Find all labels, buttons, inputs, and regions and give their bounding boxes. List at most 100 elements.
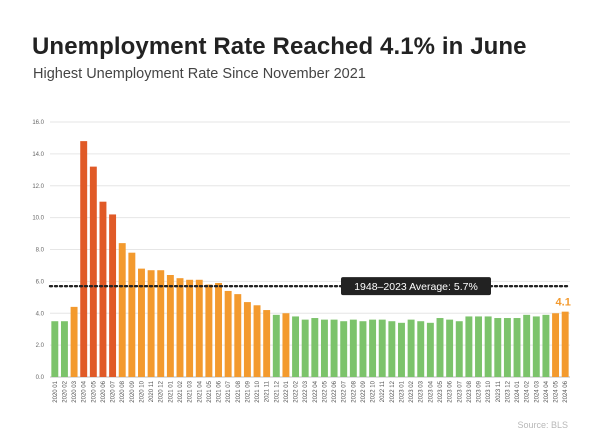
x-tick-label: 2021 09 bbox=[245, 380, 251, 402]
x-tick-label: 2021 10 bbox=[255, 380, 261, 402]
bar bbox=[407, 319, 415, 377]
bar bbox=[147, 270, 155, 377]
bar bbox=[455, 321, 463, 377]
x-tick-label: 2021 03 bbox=[188, 380, 194, 402]
bar bbox=[426, 322, 434, 377]
x-tick-label: 2021 11 bbox=[265, 380, 271, 402]
x-tick-label: 2022 12 bbox=[390, 380, 396, 402]
bar bbox=[465, 316, 473, 377]
x-tick-label: 2022 05 bbox=[322, 380, 328, 402]
bar bbox=[446, 319, 454, 377]
x-tick-label: 2020 03 bbox=[72, 380, 78, 402]
x-tick-label: 2021 08 bbox=[236, 380, 242, 402]
x-tick-label: 2023 08 bbox=[467, 380, 473, 402]
x-tick-label: 2020 08 bbox=[120, 380, 126, 402]
y-tick-label: 0.0 bbox=[36, 375, 45, 381]
grid-lines bbox=[50, 121, 570, 378]
value-labels: 4.1 bbox=[556, 297, 571, 309]
x-tick-label: 2022 07 bbox=[342, 380, 348, 402]
x-tick-label: 2022 09 bbox=[361, 380, 367, 402]
bar bbox=[542, 314, 550, 377]
bar bbox=[195, 279, 203, 377]
x-tick-label: 2022 02 bbox=[294, 380, 300, 402]
bar bbox=[378, 319, 386, 377]
bar bbox=[513, 318, 521, 377]
x-tick-label: 2023 10 bbox=[486, 380, 492, 402]
bar bbox=[311, 318, 319, 377]
x-tick-label: 2023 03 bbox=[419, 380, 425, 402]
x-tick-label: 2022 11 bbox=[380, 380, 386, 402]
bar bbox=[205, 284, 213, 377]
x-tick-label: 2023 02 bbox=[409, 380, 415, 402]
bar bbox=[436, 318, 444, 377]
y-tick-label: 8.0 bbox=[36, 248, 45, 254]
bar bbox=[417, 321, 425, 377]
y-tick-label: 16.0 bbox=[32, 120, 44, 126]
bar bbox=[532, 316, 540, 377]
bars bbox=[51, 141, 569, 377]
y-tick-label: 6.0 bbox=[36, 279, 45, 285]
x-tick-label: 2020 06 bbox=[101, 380, 107, 402]
source-note: Source: BLS bbox=[517, 420, 568, 430]
x-tick-label: 2020 09 bbox=[130, 380, 136, 402]
y-tick-label: 2.0 bbox=[36, 343, 45, 349]
x-tick-label: 2024 04 bbox=[544, 380, 550, 402]
bar bbox=[215, 282, 222, 377]
bar bbox=[234, 294, 242, 377]
y-tick-label: 14.0 bbox=[32, 152, 44, 158]
bar bbox=[80, 141, 88, 377]
x-tick-label: 2024 06 bbox=[563, 380, 569, 402]
x-tick-label: 2021 01 bbox=[168, 380, 174, 402]
x-tick-label: 2024 02 bbox=[525, 380, 531, 402]
x-tick-label: 2020 12 bbox=[159, 380, 165, 402]
bar bbox=[484, 316, 492, 377]
x-tick-label: 2024 03 bbox=[534, 380, 540, 402]
x-tick-label: 2022 01 bbox=[284, 380, 290, 402]
last-value-label: 4.1 bbox=[556, 297, 571, 309]
chart-subtitle: Highest Unemployment Rate Since November… bbox=[33, 66, 366, 82]
reference-line-group: 1948–2023 Average: 5.7% bbox=[48, 277, 572, 296]
x-tick-label: 2022 08 bbox=[351, 380, 357, 402]
chart-title: Unemployment Rate Reached 4.1% in June bbox=[32, 33, 527, 60]
bar bbox=[523, 314, 531, 377]
bar bbox=[398, 322, 405, 377]
x-tick-label: 2023 01 bbox=[399, 380, 405, 402]
y-tick-label: 12.0 bbox=[32, 184, 44, 190]
bar bbox=[157, 270, 165, 377]
x-tick-label: 2021 07 bbox=[226, 380, 232, 402]
bar bbox=[243, 302, 251, 377]
bar bbox=[263, 310, 271, 377]
bar bbox=[109, 214, 117, 377]
x-tick-label: 2020 10 bbox=[139, 380, 145, 402]
bar bbox=[224, 290, 232, 377]
bar bbox=[292, 316, 300, 377]
x-tick-label: 2023 05 bbox=[438, 380, 444, 402]
average-label: 1948–2023 Average: 5.7% bbox=[354, 281, 478, 293]
y-axis-ticks: 0.0 2.0 4.0 6.0 8.0 10.0 12.0 14.0 16.0 bbox=[32, 120, 44, 381]
bar bbox=[359, 321, 367, 377]
x-tick-label: 2023 09 bbox=[477, 380, 483, 402]
x-tick-label: 2021 04 bbox=[197, 380, 203, 402]
bar bbox=[340, 321, 348, 377]
x-tick-label: 2022 04 bbox=[313, 380, 319, 402]
x-tick-label: 2021 02 bbox=[178, 380, 184, 402]
x-tick-label: 2023 12 bbox=[505, 380, 511, 402]
x-tick-label: 2022 10 bbox=[371, 380, 377, 402]
x-tick-label: 2021 05 bbox=[207, 380, 213, 402]
bar bbox=[330, 319, 338, 377]
x-tick-label: 2020 07 bbox=[111, 380, 117, 402]
bar bbox=[186, 279, 194, 377]
bar bbox=[552, 313, 560, 377]
bar bbox=[369, 319, 377, 377]
x-tick-label: 2023 06 bbox=[448, 380, 454, 402]
bar bbox=[561, 311, 569, 377]
bar bbox=[70, 306, 78, 377]
x-tick-label: 2020 04 bbox=[82, 380, 88, 402]
x-tick-label: 2024 05 bbox=[554, 380, 560, 402]
average-label-box bbox=[341, 277, 491, 296]
x-tick-label: 2020 01 bbox=[53, 380, 59, 402]
x-tick-label: 2021 12 bbox=[274, 380, 280, 402]
bar bbox=[475, 316, 482, 377]
bar bbox=[89, 166, 97, 377]
